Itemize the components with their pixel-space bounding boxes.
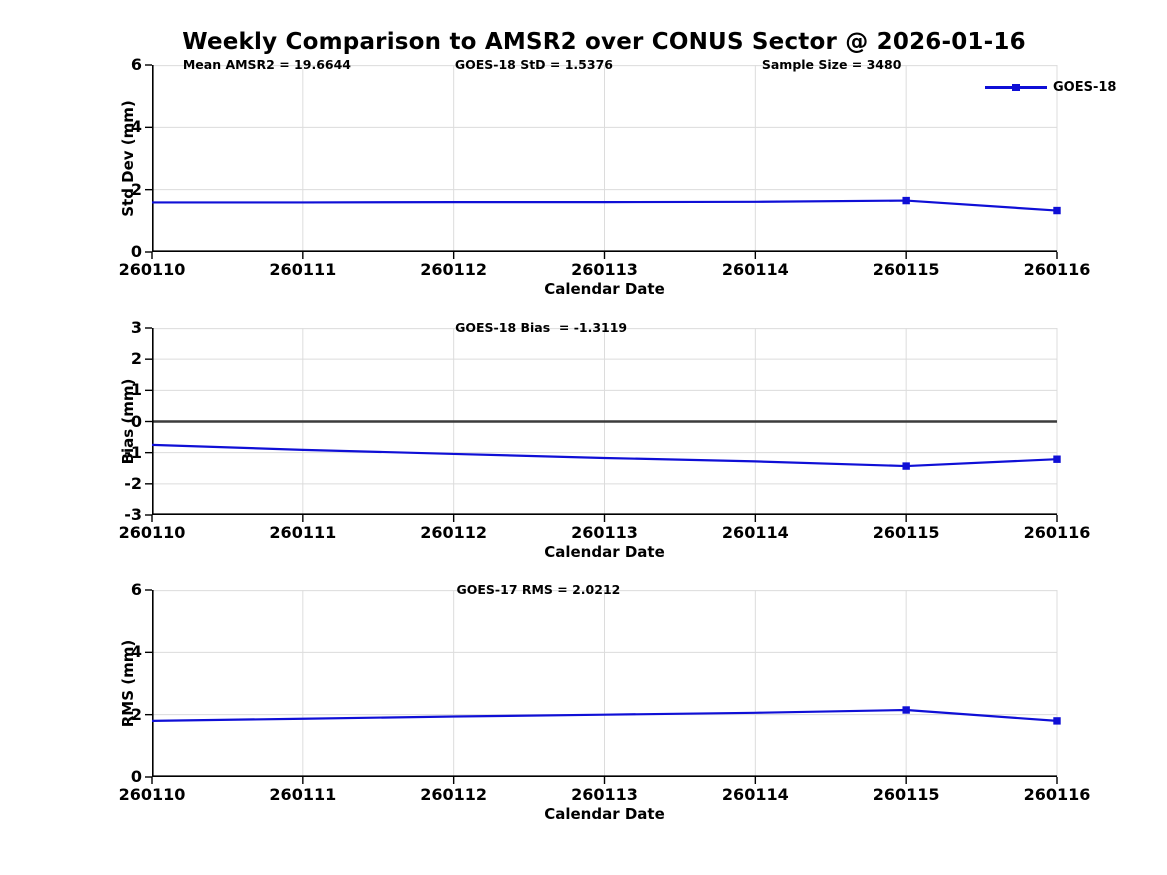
y-axis-title: Bias (mm) <box>119 378 137 465</box>
x-tick-label: 260110 <box>118 785 186 804</box>
x-tick-label: 260115 <box>872 523 940 542</box>
x-tick-label: 260111 <box>269 785 337 804</box>
x-tick-label: 260113 <box>571 260 638 279</box>
x-tick-label: 260111 <box>269 523 337 542</box>
x-tick-label: 260115 <box>872 260 940 279</box>
legend: GOES-18 <box>985 79 1167 96</box>
y-tick-label: 0 <box>130 411 142 431</box>
x-tick-label: 260114 <box>721 523 789 542</box>
plot-annotation: GOES-17 RMS = 2.0212 <box>456 582 621 597</box>
x-tick-label: 260112 <box>420 260 488 279</box>
x-tick-label: 260112 <box>420 523 488 542</box>
legend-marker-icon <box>1012 83 1020 91</box>
plot-annotation: GOES-18 Bias = -1.3119 <box>455 320 628 335</box>
plot-canvas-rms <box>145 589 1061 784</box>
y-tick-label: 2 <box>130 704 142 724</box>
y-tick-label: 0 <box>130 767 142 786</box>
data-marker <box>902 706 910 714</box>
plot-annotation: Mean AMSR2 = 19.6644 <box>182 57 351 72</box>
x-tick-label: 260112 <box>420 785 488 804</box>
y-tick-label: 3 <box>130 318 142 337</box>
x-axis-title: Calendar Date <box>544 280 665 298</box>
x-tick-label: 260114 <box>721 260 789 279</box>
x-tick-label: 260116 <box>1023 260 1091 279</box>
y-tick-label: 6 <box>130 580 142 599</box>
x-tick-label: 260114 <box>721 785 789 804</box>
figure-title: Weekly Comparison to AMSR2 over CONUS Se… <box>182 29 1026 55</box>
x-axis-title: Calendar Date <box>544 543 665 561</box>
x-tick-label: 260113 <box>571 523 638 542</box>
x-tick-label: 260110 <box>118 260 186 279</box>
data-marker <box>1053 206 1061 215</box>
x-tick-label: 260115 <box>872 785 940 804</box>
x-axis-title: Calendar Date <box>544 805 665 823</box>
y-tick-label: 2 <box>130 179 142 199</box>
y-tick-label: 4 <box>130 642 142 662</box>
legend-label: GOES-18 <box>1053 80 1117 95</box>
y-tick-label: 6 <box>130 55 142 74</box>
y-tick-label: -2 <box>124 473 142 493</box>
x-tick-label: 260111 <box>269 260 337 279</box>
y-axis-title: Std Dev (mm) <box>119 100 137 217</box>
y-tick-label: -1 <box>124 442 142 462</box>
data-marker <box>1053 455 1061 463</box>
plot-canvas-stddev <box>145 64 1061 259</box>
y-tick-label: 1 <box>130 380 142 400</box>
x-tick-label: 260110 <box>118 523 186 542</box>
y-tick-label: -3 <box>124 505 142 524</box>
y-tick-label: 4 <box>130 117 142 137</box>
plot-annotation: Sample Size = 3480 <box>761 57 902 72</box>
plot-annotation: GOES-18 StD = 1.5376 <box>454 57 613 72</box>
x-tick-label: 260116 <box>1023 523 1091 542</box>
y-tick-label: 2 <box>130 349 142 369</box>
data-marker <box>902 462 910 470</box>
x-tick-label: 260116 <box>1023 785 1091 804</box>
x-tick-label: 260113 <box>571 785 638 804</box>
data-marker <box>902 196 910 205</box>
y-tick-label: 0 <box>130 242 142 261</box>
plot-canvas-bias <box>145 327 1061 522</box>
y-axis-title: RMS (mm) <box>119 639 137 728</box>
data-marker <box>1053 717 1061 725</box>
